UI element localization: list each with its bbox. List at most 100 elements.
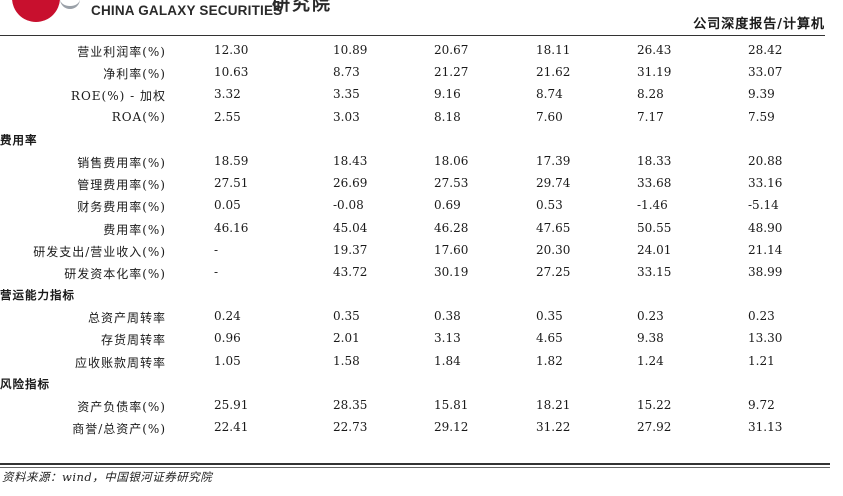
table-cell: 18.33: [637, 153, 672, 168]
report-type-title: 公司深度报告/计算机: [693, 17, 825, 32]
section-title: 风险指标: [0, 376, 50, 391]
table-cell: 26.69: [333, 176, 368, 191]
table-cell: 0.38: [434, 309, 461, 324]
row-label: 营业利润率(%): [77, 45, 166, 59]
row-label: 应收账款周转率: [74, 355, 166, 370]
financial-ratios-table: 营业利润率(%) 12.30 10.89 20.67 18.11 26.43 28.42 净利…: [0, 40, 843, 439]
table-cell: 48.90: [748, 220, 783, 235]
table-cell: 9.39: [748, 87, 775, 102]
table-cell: 1.24: [637, 353, 664, 368]
table-row: ROE(%) - 加权 3.32 3.35 9.16 8.74 8.28 9.39: [0, 84, 843, 106]
table-cell: 0.23: [748, 309, 775, 324]
table-cell: 15.22: [637, 398, 672, 412]
table-cell: 8.28: [637, 87, 664, 102]
table-cell: 26.43: [637, 43, 672, 57]
table-cell: 29.74: [536, 176, 571, 191]
table-cell: 29.12: [434, 420, 469, 435]
table-cell: 3.32: [214, 87, 241, 102]
table-cell: 45.04: [333, 220, 368, 235]
table-cell: 21.62: [536, 65, 571, 80]
table-cell: 7.60: [536, 109, 563, 124]
row-label: 费用率(%): [103, 222, 166, 237]
table-row: 财务费用率(%) 0.05 -0.08 0.69 0.53 -1.46 -5.14: [0, 195, 843, 217]
table-cell: 21.14: [748, 242, 783, 257]
row-label: ROA(%): [111, 109, 166, 124]
logo-swoosh-icon: [60, 0, 80, 9]
table-cell: 31.13: [748, 420, 783, 435]
table-cell: -5.14: [748, 198, 779, 213]
section-title: 费用率: [0, 132, 38, 147]
table-cell: 33.68: [637, 176, 672, 191]
row-label: 研发资本化率(%): [64, 266, 166, 281]
table-cell: 8.18: [434, 109, 461, 124]
table-cell: 21.27: [434, 65, 469, 80]
table-cell: 22.41: [214, 420, 249, 435]
table-cell: -1.46: [637, 198, 668, 213]
table-cell: 18.59: [214, 153, 249, 168]
footer-divider-thin: [0, 467, 830, 468]
table-cell: 4.65: [536, 331, 563, 346]
table-cell: 2.01: [333, 331, 360, 346]
table-cell: 18.43: [333, 153, 368, 168]
row-label: 总资产周转率: [87, 311, 166, 326]
table-cell: 12.30: [214, 43, 249, 57]
table-cell: 31.19: [637, 65, 672, 80]
table-cell: 0.96: [214, 331, 241, 346]
table-cell: 9.38: [637, 331, 664, 346]
table-row: 研发资本化率(%) - 43.72 30.19 27.25 33.15 38.99: [0, 262, 843, 284]
table-cell: 27.53: [434, 176, 469, 191]
table-cell: 10.63: [214, 65, 249, 80]
row-label: 财务费用率(%): [77, 200, 166, 215]
table-row: 存货周转率 0.96 2.01 3.13 4.65 9.38 13.30: [0, 328, 843, 350]
section-header-row: 风险指标: [0, 373, 843, 395]
table-cell: 33.15: [637, 264, 672, 279]
table-cell: 8.74: [536, 87, 563, 102]
table-row: 商誉/总资产(%) 22.41 22.73 29.12 31.22 27.92 31.13: [0, 417, 843, 439]
table-cell: 9.72: [748, 398, 775, 412]
row-label: 资产负债率(%): [77, 400, 166, 414]
section-title: 营运能力指标: [0, 288, 75, 303]
table-cell: 30.19: [434, 264, 469, 279]
table-cell: 3.13: [434, 331, 461, 346]
table-cell: 18.06: [434, 153, 469, 168]
table-cell: 0.24: [214, 309, 241, 324]
table-cell: -0.08: [333, 198, 364, 213]
table-cell: 1.21: [748, 353, 775, 368]
table-cell: 27.92: [637, 420, 672, 435]
brand-name-english: CHINA GALAXY SECURITIES: [91, 3, 283, 18]
table-row: 应收账款周转率 1.05 1.58 1.84 1.82 1.24 1.21: [0, 351, 843, 373]
table-cell: 0.35: [536, 309, 563, 324]
table-row: 营业利润率(%) 12.30 10.89 20.67 18.11 26.43 28.42: [0, 40, 843, 62]
table-cell: 0.53: [536, 198, 563, 213]
report-header: CHINA GALAXY SECURITIES 研究院 公司深度报告/计算机: [0, 0, 843, 36]
table-cell: 33.16: [748, 176, 783, 191]
table-row: 销售费用率(%) 18.59 18.43 18.06 17.39 18.33 20.88: [0, 151, 843, 173]
row-label: 销售费用率(%): [77, 155, 166, 170]
table-cell: 7.59: [748, 109, 775, 124]
section-header-row: 营运能力指标: [0, 284, 843, 306]
table-row: 总资产周转率 0.24 0.35 0.38 0.35 0.23 0.23: [0, 306, 843, 328]
table-cell: 1.84: [434, 353, 461, 368]
table-cell: 1.58: [333, 353, 360, 368]
table-cell: 15.81: [434, 398, 469, 412]
table-row: 费用率(%) 46.16 45.04 46.28 47.65 50.55 48.90: [0, 218, 843, 240]
table-cell: 7.17: [637, 109, 664, 124]
table-cell: 9.16: [434, 87, 461, 102]
brand-name-chinese: 研究院: [272, 0, 332, 15]
table-cell: 25.91: [214, 398, 249, 412]
table-cell: 24.01: [637, 242, 672, 257]
table-cell: 0.23: [637, 309, 664, 324]
table-cell: 18.21: [536, 398, 571, 412]
row-label: 研发支出/营业收入(%): [33, 244, 166, 259]
table-cell: 10.89: [333, 43, 368, 57]
table-cell: 17.39: [536, 153, 571, 168]
table-cell: 27.51: [214, 176, 249, 191]
row-label: 商誉/总资产(%): [72, 422, 166, 437]
table-cell: 0.69: [434, 198, 461, 213]
table-cell: 46.28: [434, 220, 469, 235]
table-row: 管理费用率(%) 27.51 26.69 27.53 29.74 33.68 33.16: [0, 173, 843, 195]
table-cell: -: [214, 264, 219, 279]
table-cell: 47.65: [536, 220, 571, 235]
footer-divider-thick: [0, 463, 830, 465]
source-note: 资料来源：wind，中国银河证券研究院: [2, 470, 213, 484]
